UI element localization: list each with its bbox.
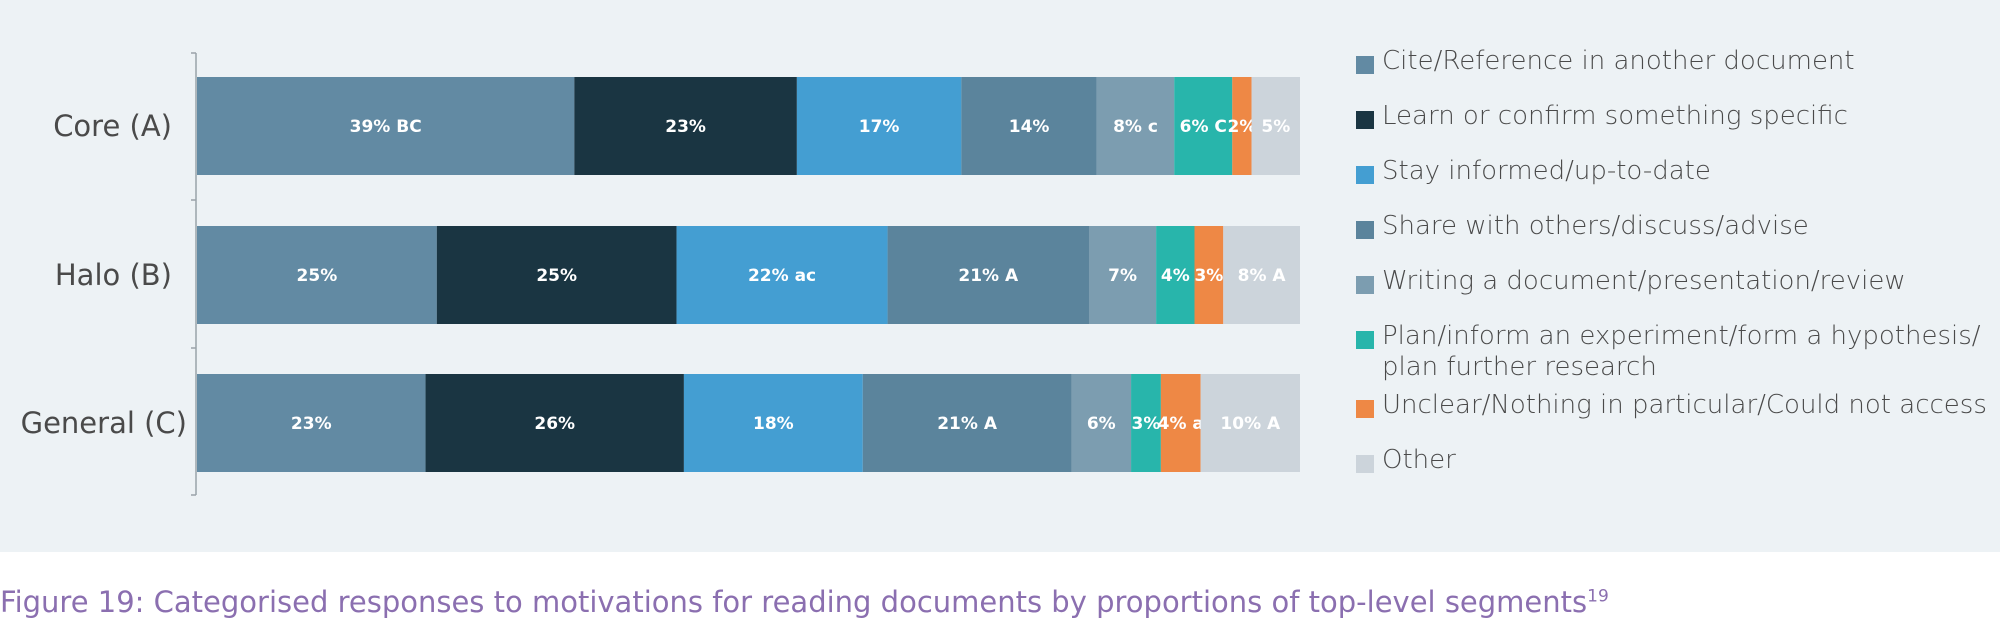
data-label: 4% (1161, 266, 1190, 286)
legend-swatch (1356, 400, 1374, 418)
data-label: 39% BC (350, 117, 422, 137)
bar-segment (197, 226, 437, 324)
legend-swatch (1356, 56, 1374, 74)
figure-caption: Figure 19: Categorised responses to moti… (0, 585, 1609, 619)
bar-segment (887, 226, 1089, 324)
data-label: 8% c (1113, 117, 1158, 137)
legend-label: Share with others/discuss/advise (1382, 211, 1809, 241)
bar-segment (1096, 77, 1175, 175)
data-label: 4% a (1158, 414, 1204, 434)
data-label: 8% A (1238, 266, 1287, 286)
bar-segment (425, 374, 684, 472)
legend-item: Cite/Reference in another document (1356, 46, 1996, 77)
category-label: Halo (B) (55, 258, 172, 292)
bar-segment (676, 226, 888, 324)
data-label: 26% (534, 414, 575, 434)
data-label: 7% (1108, 266, 1137, 286)
data-label: 25% (297, 266, 338, 286)
bar-segment (683, 374, 863, 472)
bar-segment (197, 77, 575, 175)
legend-item: Plan/inform an experiment/form a hypothe… (1356, 321, 1996, 383)
bar-segment (1160, 374, 1201, 472)
legend-item: Other (1356, 445, 1996, 476)
bar-segment (1223, 226, 1300, 324)
bar-segment (1174, 77, 1233, 175)
data-label: 5% (1261, 117, 1290, 137)
bar-segment (1071, 374, 1132, 472)
data-label: 2% (1228, 117, 1257, 137)
data-label: 6% (1087, 414, 1116, 434)
legend-swatch (1356, 166, 1374, 184)
data-label: 23% (291, 414, 332, 434)
data-label: 18% (753, 414, 794, 434)
legend-label: Writing a document/presentation/review (1382, 266, 1906, 296)
legend-label: Unclear/Nothing in particular/Could not … (1382, 390, 1987, 420)
bar-segment (1131, 374, 1161, 472)
legend-swatch (1356, 331, 1374, 349)
legend-item: Stay informed/up-to-date (1356, 156, 1996, 187)
data-label: 6% C (1180, 117, 1227, 137)
bar-segment (1251, 77, 1300, 175)
data-label: 10% A (1220, 414, 1281, 434)
bar-segment (574, 77, 797, 175)
legend-item: Writing a document/presentation/review (1356, 266, 1996, 297)
data-label: 22% ac (748, 266, 816, 286)
category-label: General (C) (21, 406, 187, 440)
legend-item: Unclear/Nothing in particular/Could not … (1356, 390, 1996, 421)
legend-swatch (1356, 111, 1374, 129)
legend-swatch (1356, 276, 1374, 294)
data-label: 25% (536, 266, 577, 286)
bar-segment (796, 77, 962, 175)
legend-label: Learn or confirm something specific (1382, 101, 1848, 131)
bar-segment (1194, 226, 1224, 324)
data-label: 17% (859, 117, 900, 137)
legend-label: Plan/inform an experiment/form a hypothe… (1382, 321, 1981, 382)
data-label: 3% (1132, 414, 1161, 434)
data-label: 21% A (958, 266, 1019, 286)
data-label: 3% (1194, 266, 1223, 286)
bar-segment (862, 374, 1072, 472)
legend-item: Learn or confirm something specific (1356, 101, 1996, 132)
data-label: 14% (1009, 117, 1050, 137)
chart-panel: Core (A) 39% BC 23% 17% 14% 8% c 6% C 2% 5% Halo … (0, 0, 2000, 552)
bar-segment (1232, 77, 1252, 175)
category-label: Core (A) (53, 109, 172, 143)
stacked-bar-chart: Core (A) 39% BC 23% 17% 14% 8% c 6% C 2% 5% Halo … (21, 52, 1300, 496)
data-label: 23% (665, 117, 706, 137)
bar-segment (436, 226, 677, 324)
bar-segment (197, 374, 426, 472)
legend-label: Other (1382, 445, 1456, 475)
caption-text: Figure 19: Categorised responses to moti… (0, 585, 1588, 619)
legend-label: Cite/Reference in another document (1382, 46, 1855, 76)
bar-segment (1200, 374, 1300, 472)
bar-segment (1088, 226, 1157, 324)
legend-swatch (1356, 221, 1374, 239)
data-label: 21% A (937, 414, 998, 434)
bar-segment (961, 77, 1097, 175)
legend-swatch (1356, 455, 1374, 473)
legend-item: Share with others/discuss/advise (1356, 211, 1996, 242)
bar-segment (1156, 226, 1195, 324)
legend-label: Stay informed/up-to-date (1382, 156, 1711, 186)
caption-superscript: 19 (1587, 586, 1609, 607)
chart-legend: Cite/Reference in another document Learn … (1356, 46, 1996, 476)
